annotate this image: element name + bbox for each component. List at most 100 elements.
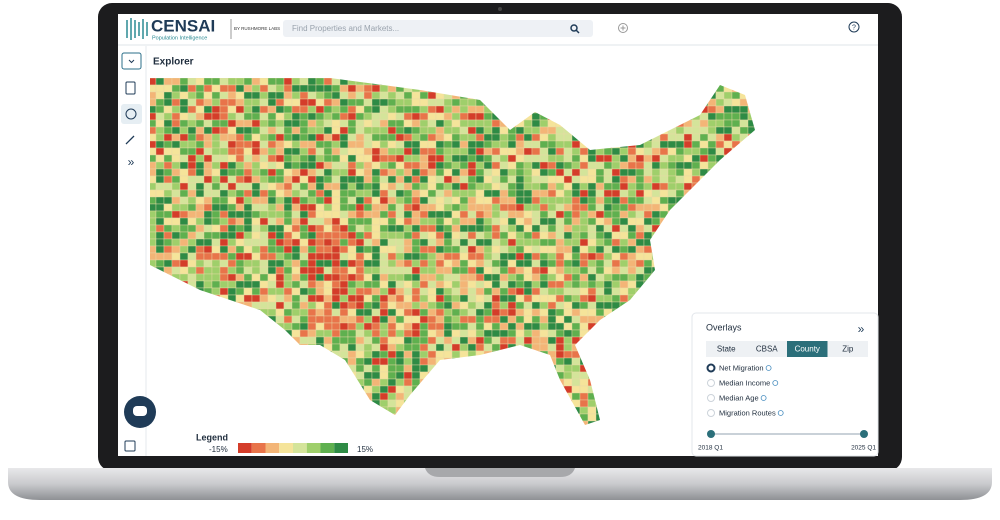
county-cell [475, 161, 485, 170]
county-cell [427, 238, 437, 247]
search-box[interactable] [283, 20, 593, 37]
wand-icon[interactable] [125, 135, 135, 145]
county-cell [211, 203, 221, 212]
timeline-end-handle[interactable] [860, 430, 868, 438]
county-cell [483, 161, 493, 170]
county-cell [203, 112, 213, 121]
county-cell [299, 301, 309, 310]
county-cell [523, 210, 533, 219]
county-cell [307, 147, 317, 156]
county-cell [443, 175, 453, 184]
county-cell [211, 91, 221, 100]
county-cell [403, 168, 413, 177]
county-cell [435, 161, 445, 170]
county-cell [227, 238, 237, 247]
county-cell [475, 238, 485, 247]
county-cell [419, 175, 429, 184]
add-icon[interactable] [618, 23, 628, 33]
county-cell [387, 91, 397, 100]
county-cell [387, 98, 397, 107]
county-cell [203, 217, 213, 226]
county-cell [195, 175, 205, 184]
county-cell [251, 273, 261, 282]
county-cell [339, 175, 349, 184]
collapse-button[interactable] [121, 52, 142, 70]
tab[interactable] [827, 341, 869, 357]
radio[interactable] [707, 409, 715, 417]
county-cell [267, 133, 277, 142]
county-cell [523, 245, 533, 254]
county-cell [331, 182, 341, 191]
county-cell [235, 252, 245, 261]
county-cell [371, 301, 381, 310]
tab[interactable] [787, 341, 828, 357]
county-cell [475, 154, 485, 163]
county-cell [251, 126, 261, 135]
radio[interactable] [706, 363, 716, 373]
county-cell [499, 182, 509, 191]
county-cell [475, 210, 485, 219]
county-cell [483, 231, 493, 240]
globe-button[interactable] [121, 104, 142, 124]
doc-icon[interactable] [125, 81, 136, 95]
county-cell [587, 231, 597, 240]
tab[interactable] [746, 341, 788, 357]
tab[interactable] [706, 341, 747, 357]
county-cell [515, 224, 525, 233]
county-cell [475, 266, 485, 275]
radio[interactable] [707, 379, 715, 387]
county-cell [635, 203, 645, 212]
county-cell [283, 238, 293, 247]
county-cell [299, 133, 309, 142]
county-cell [395, 140, 405, 149]
county-cell [419, 280, 429, 289]
county-cell [427, 301, 437, 310]
county-cell [379, 357, 389, 366]
county-cell [699, 119, 709, 128]
help-icon[interactable] [848, 21, 860, 33]
county-cell [451, 147, 461, 156]
county-cell [155, 175, 165, 184]
county-cell [427, 147, 437, 156]
county-cell [251, 112, 261, 121]
county-cell [499, 203, 509, 212]
county-cell [491, 252, 501, 261]
county-cell [195, 119, 205, 128]
county-cell [387, 399, 397, 408]
county-cell [603, 287, 613, 296]
county-cell [195, 140, 205, 149]
county-cell [523, 224, 533, 233]
county-cell [435, 231, 445, 240]
county-cell [283, 259, 293, 268]
county-cell [203, 280, 213, 289]
county-cell [483, 315, 493, 324]
county-cell [395, 392, 405, 401]
county-cell [355, 147, 365, 156]
county-cell [299, 175, 309, 184]
county-cell [419, 210, 429, 219]
county-cell [419, 196, 429, 205]
expand-icon[interactable]: » [128, 155, 135, 169]
county-cell [571, 308, 581, 317]
county-cell [531, 273, 541, 282]
county-cell [259, 126, 269, 135]
county-cell [595, 252, 605, 261]
county-cell [587, 210, 597, 219]
county-cell [507, 224, 517, 233]
county-cell [571, 364, 581, 373]
county-cell [603, 266, 613, 275]
edit-icon[interactable] [124, 440, 136, 452]
county-cell [403, 147, 413, 156]
county-cell [683, 182, 693, 191]
county-cell [371, 238, 381, 247]
county-cell [627, 217, 637, 226]
panel-expand[interactable]: » [858, 322, 865, 336]
county-cell [355, 364, 365, 373]
county-cell [235, 280, 245, 289]
timeline-start-handle[interactable] [707, 430, 715, 438]
county-cell [355, 266, 365, 275]
county-cell [619, 252, 629, 261]
radio[interactable] [707, 394, 715, 402]
search-icon[interactable] [570, 24, 580, 34]
county-cell [395, 126, 405, 135]
